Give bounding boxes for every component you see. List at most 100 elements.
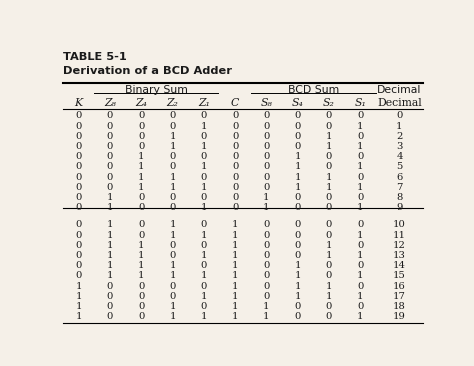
Text: 1: 1	[201, 203, 207, 212]
Text: 0: 0	[263, 220, 270, 229]
Text: 0: 0	[326, 122, 332, 131]
Text: 0: 0	[201, 282, 207, 291]
Text: 0: 0	[201, 220, 207, 229]
Text: 0: 0	[75, 172, 82, 182]
Text: 1: 1	[201, 272, 207, 280]
Text: 0: 0	[294, 220, 301, 229]
Text: 0: 0	[138, 292, 145, 301]
Text: 0: 0	[169, 122, 176, 131]
Text: 0: 0	[138, 302, 145, 311]
Text: 1: 1	[169, 312, 176, 321]
Text: 0: 0	[294, 312, 301, 321]
Text: 0: 0	[75, 241, 82, 250]
Text: 0: 0	[169, 241, 176, 250]
Text: 0: 0	[263, 172, 270, 182]
Text: 1: 1	[107, 241, 113, 250]
Text: 1: 1	[294, 272, 301, 280]
Text: 14: 14	[393, 261, 406, 270]
Text: 0: 0	[107, 142, 113, 151]
Text: 0: 0	[169, 163, 176, 171]
Text: 0: 0	[294, 203, 301, 212]
Text: 11: 11	[393, 231, 406, 240]
Text: Derivation of a BCD Adder: Derivation of a BCD Adder	[63, 66, 232, 76]
Text: 0: 0	[326, 220, 332, 229]
Text: 1: 1	[75, 282, 82, 291]
Text: 0: 0	[294, 142, 301, 151]
Text: 1: 1	[294, 183, 301, 192]
Text: 0: 0	[232, 132, 238, 141]
Text: 0: 0	[357, 302, 364, 311]
Text: 0: 0	[263, 292, 270, 301]
Text: 1: 1	[169, 132, 176, 141]
Text: 1: 1	[232, 261, 238, 270]
Text: 0: 0	[75, 152, 82, 161]
Text: 0: 0	[107, 152, 113, 161]
Text: 1: 1	[107, 203, 113, 212]
Text: 0: 0	[326, 231, 332, 240]
Text: 1: 1	[107, 261, 113, 270]
Text: 0: 0	[357, 193, 364, 202]
Text: 1: 1	[138, 183, 145, 192]
Text: 1: 1	[326, 132, 332, 141]
Text: 1: 1	[326, 251, 332, 260]
Text: S₄: S₄	[292, 98, 304, 108]
Text: 1: 1	[357, 312, 364, 321]
Text: 0: 0	[75, 261, 82, 270]
Text: 0: 0	[263, 231, 270, 240]
Text: S₈: S₈	[261, 98, 273, 108]
Text: 1: 1	[107, 220, 113, 229]
Text: 1: 1	[169, 302, 176, 311]
Text: Z₈: Z₈	[104, 98, 116, 108]
Text: 0: 0	[107, 302, 113, 311]
Text: 0: 0	[294, 132, 301, 141]
Text: 0: 0	[326, 312, 332, 321]
Text: 1: 1	[294, 282, 301, 291]
Text: 1: 1	[138, 152, 145, 161]
Text: C: C	[231, 98, 239, 108]
Text: 1: 1	[357, 292, 364, 301]
Text: 1: 1	[294, 163, 301, 171]
Text: 0: 0	[232, 152, 238, 161]
Text: 0: 0	[357, 132, 364, 141]
Text: 0: 0	[107, 111, 113, 120]
Text: 0: 0	[326, 272, 332, 280]
Text: 1: 1	[326, 183, 332, 192]
Text: 0: 0	[201, 132, 207, 141]
Text: 0: 0	[294, 302, 301, 311]
Text: 1: 1	[169, 272, 176, 280]
Text: S₁: S₁	[355, 98, 366, 108]
Text: 0: 0	[294, 251, 301, 260]
Text: 0: 0	[138, 220, 145, 229]
Text: Decimal: Decimal	[377, 85, 422, 94]
Text: 0: 0	[169, 203, 176, 212]
Text: 1: 1	[201, 231, 207, 240]
Text: 0: 0	[326, 203, 332, 212]
Text: 1: 1	[138, 251, 145, 260]
Text: 0: 0	[75, 203, 82, 212]
Text: 0: 0	[201, 261, 207, 270]
Text: 0: 0	[169, 292, 176, 301]
Text: 1: 1	[201, 183, 207, 192]
Text: 1: 1	[357, 183, 364, 192]
Text: 0: 0	[263, 282, 270, 291]
Text: 0: 0	[75, 231, 82, 240]
Text: 0: 0	[232, 122, 238, 131]
Text: Binary Sum: Binary Sum	[126, 85, 188, 94]
Text: 1: 1	[232, 241, 238, 250]
Text: 0: 0	[263, 183, 270, 192]
Text: 0: 0	[138, 312, 145, 321]
Text: 0: 0	[294, 231, 301, 240]
Text: 0: 0	[75, 220, 82, 229]
Text: 0: 0	[107, 132, 113, 141]
Text: 1: 1	[138, 272, 145, 280]
Text: 0: 0	[326, 111, 332, 120]
Text: 0: 0	[107, 172, 113, 182]
Text: 6: 6	[396, 172, 402, 182]
Text: 0: 0	[294, 122, 301, 131]
Text: 5: 5	[396, 163, 402, 171]
Text: 0: 0	[294, 111, 301, 120]
Text: 1: 1	[326, 292, 332, 301]
Text: 1: 1	[201, 142, 207, 151]
Text: 1: 1	[232, 272, 238, 280]
Text: K: K	[74, 98, 82, 108]
